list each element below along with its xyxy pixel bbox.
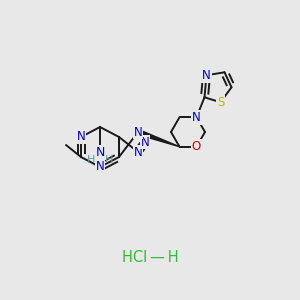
Text: N: N xyxy=(192,111,201,124)
Polygon shape xyxy=(137,130,179,147)
Text: HCl — H: HCl — H xyxy=(122,250,178,266)
Text: N: N xyxy=(76,130,85,143)
Text: N: N xyxy=(96,160,104,173)
Text: N: N xyxy=(202,69,211,82)
Text: H: H xyxy=(87,155,95,165)
Text: S: S xyxy=(217,96,224,109)
Text: N: N xyxy=(134,125,142,139)
Text: O: O xyxy=(192,140,201,153)
Text: N: N xyxy=(141,136,149,148)
Text: N: N xyxy=(134,146,142,158)
Text: N: N xyxy=(95,146,105,158)
Text: H: H xyxy=(105,155,113,165)
